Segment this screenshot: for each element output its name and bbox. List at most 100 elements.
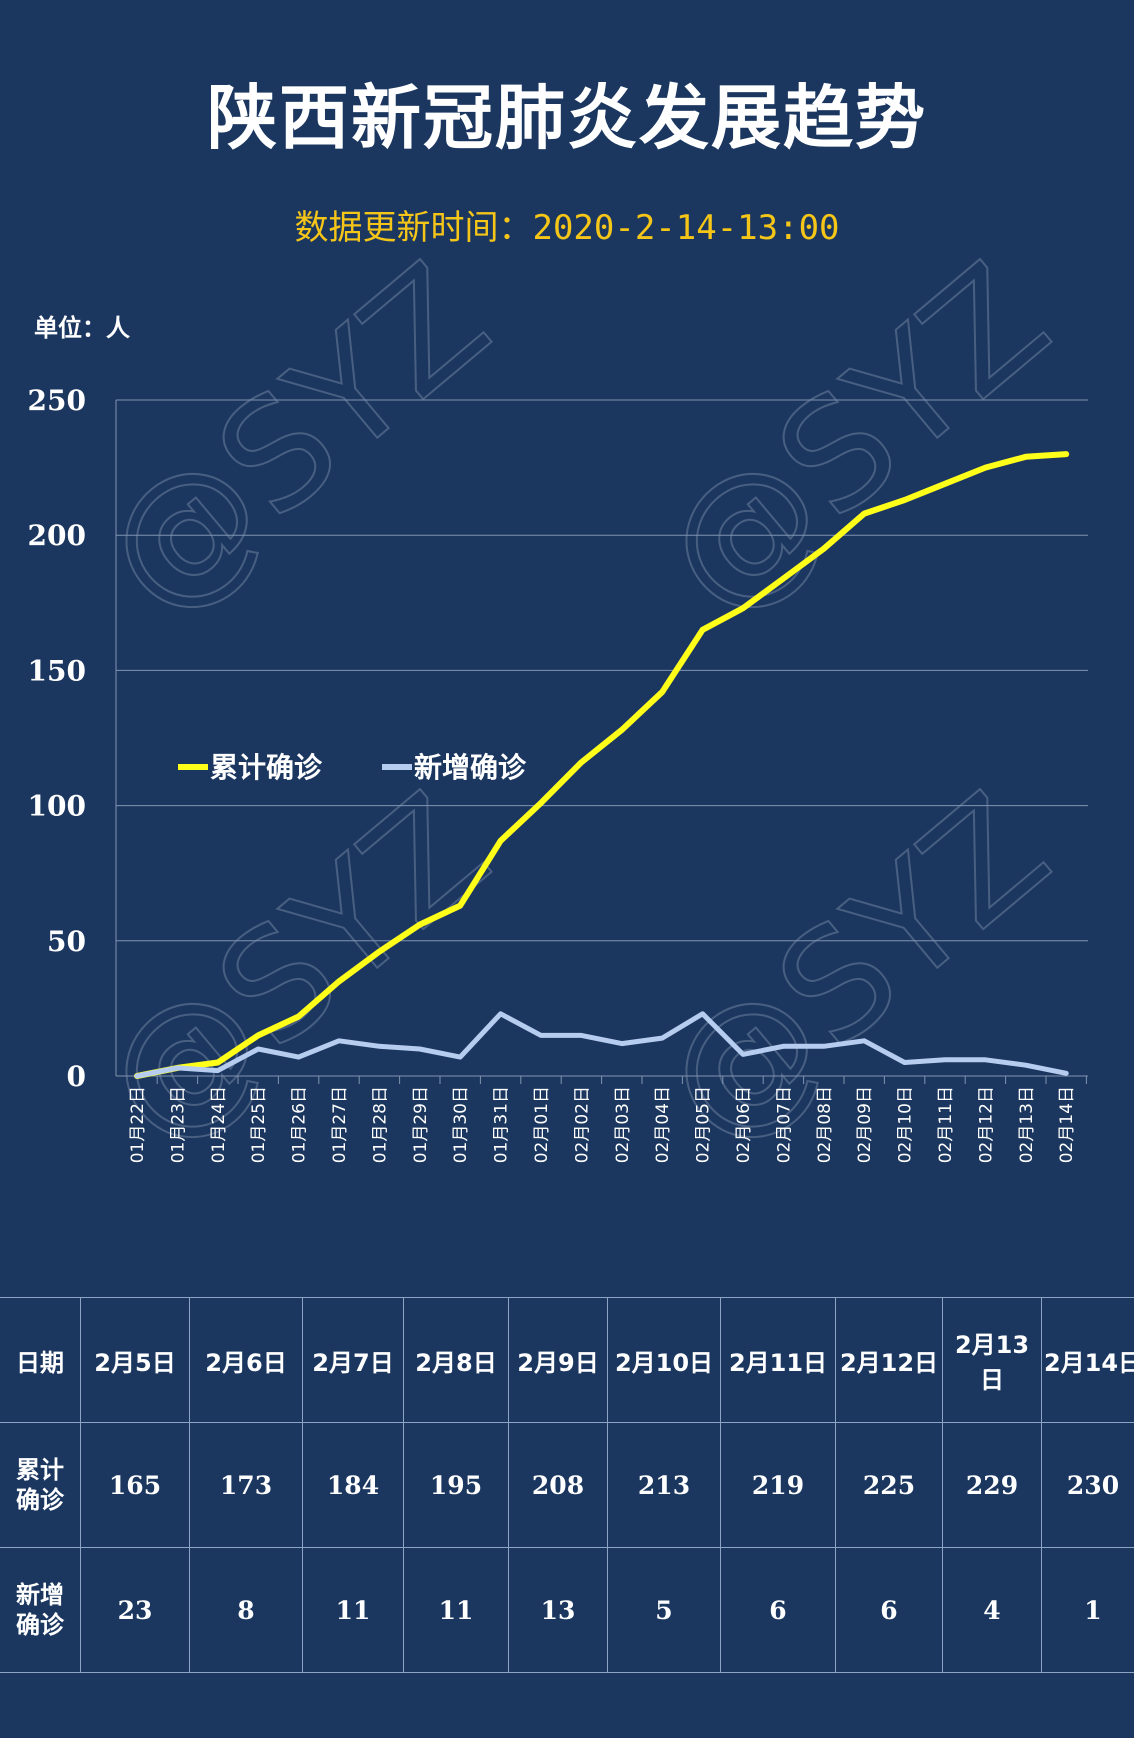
legend-label: 累计确诊 [210, 751, 323, 784]
x-tick-label: 02月14日 [1057, 1086, 1077, 1163]
table-header-cell: 2月9日 [508, 1297, 608, 1423]
data-point [863, 513, 865, 515]
x-tick-label: 02月12日 [976, 1086, 996, 1163]
table-cell: 195 [403, 1422, 509, 1548]
x-tick-label: 01月28日 [370, 1086, 390, 1163]
data-point [621, 729, 623, 731]
data-point [904, 1061, 906, 1063]
y-tick-label: 250 [28, 384, 86, 417]
data-point [863, 1040, 865, 1042]
table-cell: 213 [607, 1422, 721, 1548]
data-point [540, 802, 542, 804]
update-time: 数据更新时间：2020-2-14-13:00 [294, 208, 840, 248]
x-tick-label: 01月22日 [128, 1086, 148, 1163]
watermark-text: @SYZ [71, 232, 520, 648]
table-cell: 229 [942, 1422, 1042, 1548]
data-point [904, 499, 906, 501]
x-tick-label: 02月01日 [532, 1086, 552, 1163]
page-title: 陕西新冠肺炎发展趋势 [207, 77, 927, 159]
data-point [742, 1053, 744, 1055]
data-point [136, 1075, 138, 1077]
x-tick-label: 01月30日 [451, 1086, 471, 1163]
table-cell: 225 [835, 1422, 943, 1548]
data-point [1065, 1072, 1067, 1074]
data-table: 日期 2月5日 2月6日 2月7日 2月8日 2月9日 2月10日 2月11日 … [0, 1297, 1134, 1673]
data-point [257, 1048, 259, 1050]
data-point [702, 1013, 704, 1015]
y-tick-label: 150 [28, 654, 86, 687]
row-label-line1: 累计 [16, 1456, 64, 1484]
x-tick-label: 01月27日 [330, 1086, 350, 1163]
x-tick-label: 02月13日 [1017, 1086, 1037, 1163]
x-tick-label: 02月10日 [896, 1086, 916, 1163]
data-point [580, 761, 582, 763]
table-header-cell: 2月12日 [835, 1297, 943, 1423]
data-point [742, 607, 744, 609]
line-chart: @SYZ@SYZ@SYZ@SYZ@SYZ@SYZ 050100150200250… [28, 231, 1088, 1179]
data-point [500, 840, 502, 842]
table-row-cumulative: 累计 确诊 165 173 184 195 208 213 219 225 229… [0, 1422, 1134, 1548]
table-cell: 230 [1041, 1422, 1134, 1548]
data-point [661, 1037, 663, 1039]
series-line [134, 451, 1070, 1079]
x-tick-label: 02月03日 [613, 1086, 633, 1163]
table-header-cell: 2月13日 [942, 1297, 1042, 1423]
data-point [338, 1040, 340, 1042]
series-line [134, 1011, 1069, 1079]
unit-label: 单位：人 [34, 314, 130, 342]
table-cell: 11 [403, 1547, 509, 1673]
data-point [782, 1045, 784, 1047]
x-tick-label: 01月24日 [209, 1086, 229, 1163]
data-point [419, 924, 421, 926]
x-tick-label: 01月31日 [492, 1086, 512, 1163]
data-point [459, 905, 461, 907]
x-tick-label: 02月05日 [694, 1086, 714, 1163]
series-lines [134, 451, 1070, 1079]
watermark-text: @SYZ [631, 232, 1080, 648]
data-point [1025, 456, 1027, 458]
table-cell: 208 [508, 1422, 608, 1548]
data-point [338, 980, 340, 982]
table-cell: 5 [607, 1547, 721, 1673]
table-header-cell: 2月7日 [302, 1297, 404, 1423]
data-point [944, 1059, 946, 1061]
y-tick-label: 50 [47, 925, 86, 958]
x-tick-label: 02月07日 [774, 1086, 794, 1163]
row-label-line2: 确诊 [16, 1486, 64, 1514]
row-label-line1: 新增 [16, 1581, 64, 1609]
data-point [378, 951, 380, 953]
data-point [459, 1056, 461, 1058]
data-point [1065, 453, 1067, 455]
table-cell: 6 [835, 1547, 943, 1673]
data-point [419, 1048, 421, 1050]
data-point [782, 577, 784, 579]
table-cell: 4 [942, 1547, 1042, 1673]
data-point [298, 1016, 300, 1018]
table-cell: 173 [189, 1422, 303, 1548]
x-tick-label: 01月23日 [168, 1086, 188, 1163]
x-tick-label: 01月25日 [249, 1086, 269, 1163]
x-tick-label: 02月11日 [936, 1086, 956, 1163]
data-point [176, 1067, 178, 1069]
row-label-line2: 确诊 [16, 1611, 64, 1639]
data-point [661, 691, 663, 693]
y-tick-label: 0 [67, 1060, 86, 1093]
table-cell: 165 [80, 1422, 190, 1548]
table-cell: 1 [1041, 1547, 1134, 1673]
data-point [500, 1013, 502, 1015]
data-point [217, 1061, 219, 1063]
x-axis: 01月22日 01月23日 01月24日 01月25日 01月26日 01月27日 01月2… [128, 1076, 1087, 1163]
table-header-cell: 2月11日 [720, 1297, 836, 1423]
x-tick-label: 02月02日 [572, 1086, 592, 1163]
legend-label: 新增确诊 [414, 751, 527, 784]
x-tick-label: 01月29日 [411, 1086, 431, 1163]
data-point [621, 1043, 623, 1045]
table-cell: 23 [80, 1547, 190, 1673]
data-point [298, 1056, 300, 1058]
x-tick-label: 02月09日 [855, 1086, 875, 1163]
data-point [823, 548, 825, 550]
data-point [984, 1059, 986, 1061]
table-header-row: 日期 2月5日 2月6日 2月7日 2月8日 2月9日 2月10日 2月11日 … [0, 1297, 1134, 1423]
table-row-new: 新增 确诊 23 8 11 11 13 5 6 6 4 1 [0, 1547, 1134, 1673]
data-point [580, 1034, 582, 1036]
